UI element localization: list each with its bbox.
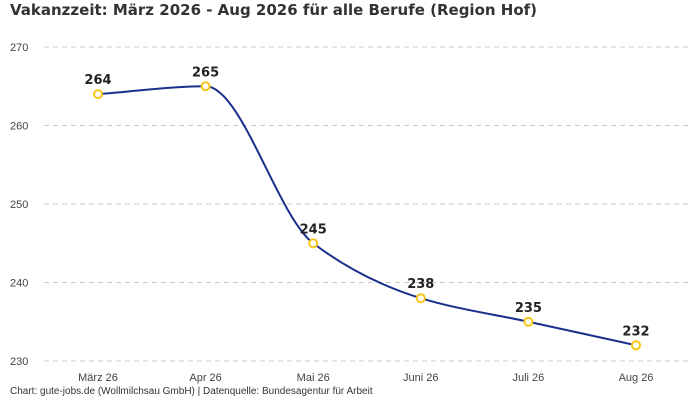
chart-source-footer: Chart: gute-jobs.de (Wollmilchsau GmbH) … xyxy=(10,386,373,397)
x-tick-label: Aug 26 xyxy=(619,372,654,384)
y-tick-label-230: 230 xyxy=(10,356,28,368)
y-tick-label-250: 250 xyxy=(10,199,28,211)
data-label: 245 xyxy=(300,222,327,237)
data-label: 232 xyxy=(622,324,649,339)
y-axis-ticks: 230 240 250 260 270 xyxy=(10,42,28,368)
data-point xyxy=(308,238,319,249)
chart-title: Vakanzzeit: März 2026 - Aug 2026 für all… xyxy=(10,1,538,19)
data-point xyxy=(631,340,641,351)
x-axis-ticks: März 26 Apr 26 Mai 26 Juni 26 Juli 26 Aug 26 xyxy=(78,372,653,384)
data-label: 265 xyxy=(192,65,219,80)
grid-lines xyxy=(44,46,690,362)
x-tick-label: Juni 26 xyxy=(403,372,438,384)
x-tick-label: März 26 xyxy=(78,372,118,384)
data-label: 238 xyxy=(407,277,434,292)
y-tick-label-270: 270 xyxy=(10,42,28,54)
x-tick-label: Apr 26 xyxy=(189,372,221,384)
data-point xyxy=(93,89,103,100)
data-points xyxy=(93,81,641,351)
y-tick-label-260: 260 xyxy=(10,121,28,133)
data-label: 235 xyxy=(515,301,542,316)
data-point xyxy=(523,316,534,327)
data-label: 264 xyxy=(84,73,111,88)
data-labels: 264 265 245 238 235 232 xyxy=(84,65,649,339)
data-point xyxy=(200,81,211,92)
series-line xyxy=(97,85,637,347)
x-tick-label: Juli 26 xyxy=(513,372,545,384)
x-tick-label: Mai 26 xyxy=(297,372,330,384)
data-point xyxy=(415,293,426,304)
y-tick-label-240: 240 xyxy=(10,278,28,290)
